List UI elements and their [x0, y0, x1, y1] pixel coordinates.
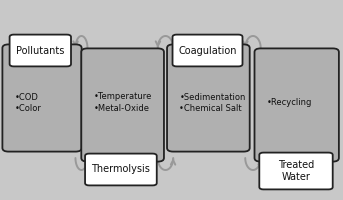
FancyBboxPatch shape — [81, 48, 164, 162]
Text: Treated
Water: Treated Water — [278, 160, 314, 182]
FancyBboxPatch shape — [2, 44, 82, 152]
Text: •COD
•Color: •COD •Color — [15, 93, 42, 113]
FancyBboxPatch shape — [10, 35, 71, 66]
Text: Coagulation: Coagulation — [178, 46, 237, 55]
Text: •Temperature
•Metal-Oxide: •Temperature •Metal-Oxide — [94, 92, 152, 113]
FancyBboxPatch shape — [167, 44, 250, 152]
Text: •Sedimentation
•Chemical Salt: •Sedimentation •Chemical Salt — [179, 93, 246, 113]
FancyBboxPatch shape — [173, 35, 243, 66]
Text: Pollutants: Pollutants — [16, 46, 64, 55]
FancyBboxPatch shape — [85, 154, 157, 185]
FancyBboxPatch shape — [255, 48, 339, 162]
FancyBboxPatch shape — [259, 153, 333, 189]
Text: Thermolysis: Thermolysis — [92, 164, 150, 174]
Text: •Recycling: •Recycling — [267, 98, 312, 107]
